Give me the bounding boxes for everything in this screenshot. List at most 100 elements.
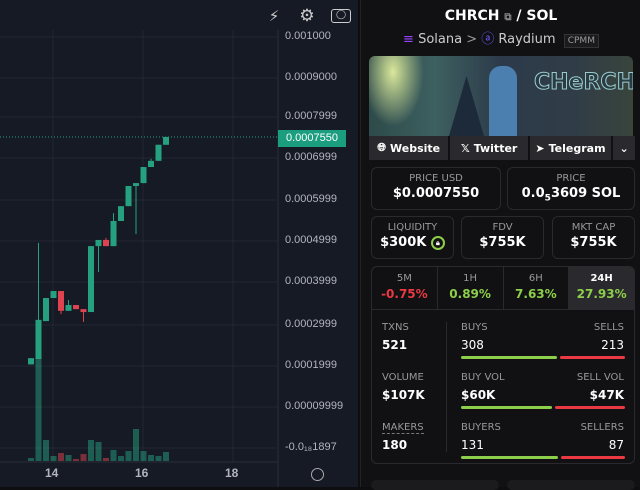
more-links-button[interactable]: ⌄ bbox=[613, 136, 635, 160]
candle-body bbox=[163, 136, 169, 145]
mktcap-label: MKT CAP bbox=[571, 222, 616, 233]
sell-vol-bar bbox=[555, 406, 625, 409]
website-label: Website bbox=[390, 141, 441, 155]
telegram-label: Telegram bbox=[548, 141, 606, 155]
volume-bar bbox=[148, 455, 154, 461]
price-sol-box: PRICE 0.053609 SOL bbox=[507, 167, 635, 210]
telegram-button[interactable]: ➤ Telegram bbox=[529, 136, 612, 160]
x-tick: 18 bbox=[225, 466, 239, 480]
mktcap-box: MKT CAP $755K bbox=[552, 216, 635, 259]
fdv-label: FDV bbox=[492, 222, 513, 233]
candle-body bbox=[88, 246, 94, 313]
y-tick: 0.0001999 bbox=[285, 359, 337, 371]
copy-icon[interactable]: ⧉ bbox=[504, 12, 512, 23]
globe-icon: 🌐︎ bbox=[377, 141, 387, 154]
candle-body bbox=[73, 305, 79, 310]
volume-bar bbox=[125, 451, 132, 461]
candle-body bbox=[43, 298, 49, 322]
lock-icon[interactable]: 🔒︎ bbox=[430, 235, 445, 250]
telegram-icon: ➤ bbox=[535, 141, 545, 155]
y-tick: 0.0009000 bbox=[285, 71, 337, 83]
volume-value: $107K bbox=[382, 388, 425, 402]
txns-label: TXNS bbox=[382, 322, 409, 333]
candle-body bbox=[80, 309, 87, 313]
buys-bar bbox=[461, 356, 557, 359]
price-usd-label: PRICE USD bbox=[409, 173, 463, 184]
volume-bar bbox=[163, 452, 169, 461]
chart-settings-icon[interactable] bbox=[311, 468, 324, 481]
candle-body bbox=[28, 358, 34, 365]
sells-value: 213 bbox=[601, 338, 624, 352]
pool-type-badge: CPMM bbox=[563, 34, 599, 48]
volume-bar bbox=[65, 455, 72, 461]
y-tick: 0.0006999 bbox=[285, 151, 337, 163]
tab-24h[interactable]: 24H 27.93% bbox=[569, 267, 634, 309]
candle-body bbox=[65, 305, 72, 311]
tab-6h[interactable]: 6H 7.63% bbox=[504, 267, 570, 309]
banner-logo: CHeRCH bbox=[534, 70, 633, 96]
trade-stats: TXNS 521 VOLUME $107K MAKERS 180 BUYS 30… bbox=[371, 310, 635, 464]
candle-body bbox=[95, 239, 102, 247]
y-tick: 0.001000 bbox=[285, 30, 331, 42]
volume-bar bbox=[88, 440, 94, 461]
token-info-panel: CHRCH ⧉ / SOL ≡ Solana > ⓐ Raydium CPMM … bbox=[360, 0, 640, 490]
tab-5m[interactable]: 5M -0.75% bbox=[372, 267, 438, 309]
volume-bar bbox=[73, 459, 79, 461]
sell-vol-value: $47K bbox=[589, 388, 624, 402]
camera-icon[interactable]: ◯ bbox=[331, 9, 351, 23]
twitter-button[interactable]: 𝕏 Twitter bbox=[450, 136, 528, 160]
website-button[interactable]: 🌐︎ Website bbox=[369, 136, 449, 160]
candle-body bbox=[118, 206, 124, 221]
sell-vol-label: SELL VOL bbox=[576, 372, 624, 383]
sellers-value: 87 bbox=[608, 438, 624, 452]
candle-body bbox=[58, 291, 64, 311]
y-tick: 0.0003999 bbox=[285, 275, 337, 287]
buyers-value: 131 bbox=[461, 438, 484, 452]
candle-body bbox=[148, 160, 154, 168]
mktcap-value: $755K bbox=[570, 235, 617, 250]
social-links: 🌐︎ Website 𝕏 Twitter ➤ Telegram ⌄ bbox=[369, 136, 635, 160]
buy-vol-value: $60K bbox=[461, 388, 496, 402]
candlestick-plot bbox=[0, 30, 279, 487]
buys-value: 308 bbox=[461, 338, 484, 352]
price-sol-value: 0.053609 SOL bbox=[521, 186, 621, 204]
buys-label: BUYS bbox=[461, 322, 488, 333]
current-price-label: 0.0007550 bbox=[278, 130, 346, 147]
x-icon: 𝕏 bbox=[460, 141, 470, 155]
x-tick: 16 bbox=[135, 466, 149, 480]
pair-title: CHRCH ⧉ / SOL bbox=[361, 8, 640, 24]
volume-bar bbox=[118, 456, 124, 461]
makers-label: MAKERS bbox=[382, 422, 424, 434]
sellers-label: SELLERS bbox=[580, 422, 624, 433]
liquidity-label: LIQUIDITY bbox=[387, 222, 438, 233]
volume-bar bbox=[50, 456, 57, 461]
volume-bar bbox=[140, 451, 147, 461]
buyers-bar bbox=[461, 456, 558, 459]
twitter-label: Twitter bbox=[473, 141, 518, 155]
volume-bar bbox=[80, 454, 87, 461]
sells-label: SELLS bbox=[593, 322, 624, 333]
y-tick: 0.0005999 bbox=[285, 193, 337, 205]
y-tick: 0.0002999 bbox=[285, 318, 337, 330]
candle-body bbox=[155, 144, 162, 161]
volume-bar bbox=[103, 458, 109, 461]
fdv-box: FDV $755K bbox=[461, 216, 544, 259]
tab-1h[interactable]: 1H 0.89% bbox=[438, 267, 504, 309]
candle-body bbox=[35, 319, 42, 360]
indicator-icon[interactable]: ⚡ bbox=[268, 7, 280, 25]
chain-link[interactable]: Solana bbox=[418, 32, 463, 47]
volume-bar bbox=[110, 450, 117, 461]
buy-vol-bar bbox=[461, 406, 552, 409]
pair-breadcrumb: ≡ Solana > ⓐ Raydium CPMM bbox=[361, 28, 640, 48]
chevron-down-icon: ⌄ bbox=[619, 141, 629, 155]
txns-value: 521 bbox=[382, 338, 408, 352]
price-chart[interactable]: ⚡ ⚙ ◯ 0.001000 0.0009000 0.0007999 0.000699… bbox=[0, 0, 358, 487]
volume-bar bbox=[58, 453, 64, 461]
pair-separator: / bbox=[516, 8, 522, 24]
liquidity-box: LIQUIDITY $300K 🔒︎ bbox=[371, 216, 454, 259]
price-change-tabs: 5M -0.75% 1H 0.89% 6H 7.63% 24H 27.93% bbox=[371, 266, 635, 310]
dex-link[interactable]: Raydium bbox=[498, 32, 556, 47]
fdv-value: $755K bbox=[479, 235, 526, 250]
gear-icon[interactable]: ⚙ bbox=[299, 6, 315, 26]
liquidity-value: $300K bbox=[380, 235, 427, 250]
